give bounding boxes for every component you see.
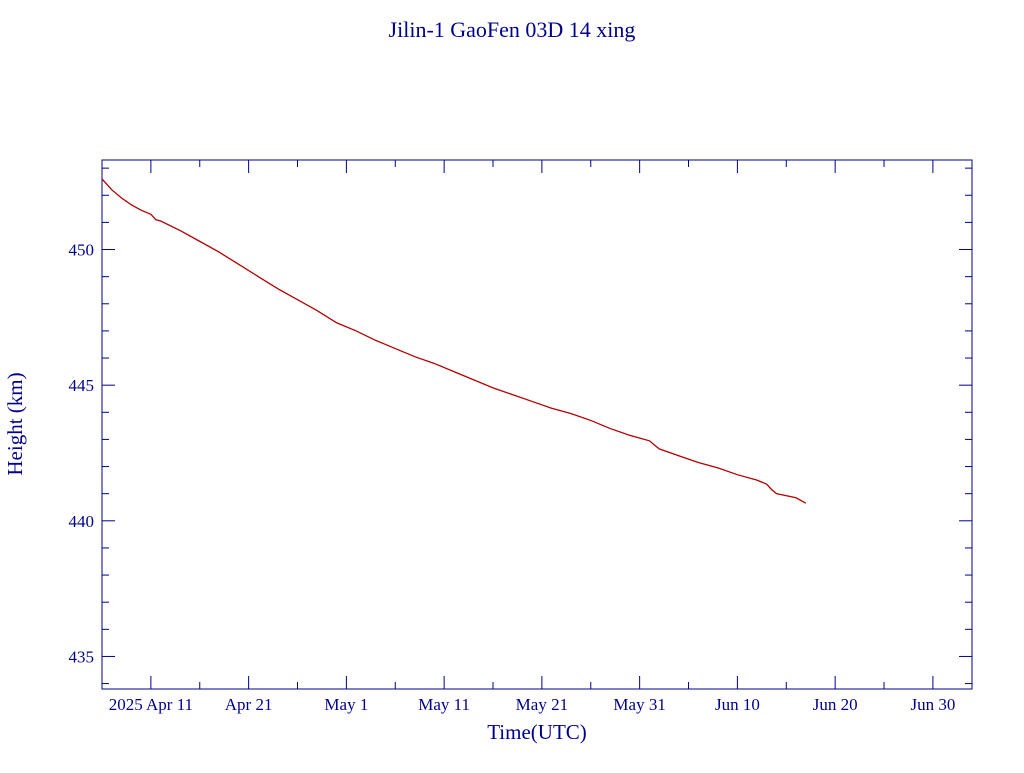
height-series-line [101,178,807,504]
x-tick-label: 2025 Apr 11 [109,695,193,714]
x-tick-label: May 31 [613,695,665,714]
tick-labels: 435 440 445 450 2025 Apr 11 Apr 21 May 1 May 11… [69,241,956,714]
y-axis-label: Height (km) [3,372,27,475]
y-tick-label: 445 [69,376,95,395]
chart-title: Jilin-1 GaoFen 03D 14 xing [389,17,636,42]
x-tick-label: Jun 30 [910,695,955,714]
x-tick-label: Jun 20 [813,695,858,714]
x-tick-label: Jun 10 [715,695,760,714]
y-tick-label: 450 [69,241,95,260]
x-axis-label: Time(UTC) [487,720,587,744]
tick-marks [101,160,972,689]
y-tick-label: 440 [69,512,95,531]
plot-frame [101,159,973,690]
x-tick-label: Apr 21 [225,695,273,714]
y-tick-label: 435 [69,647,95,666]
x-tick-label: May 21 [516,695,568,714]
x-tick-label: May 11 [418,695,470,714]
x-tick-label: May 1 [324,695,368,714]
